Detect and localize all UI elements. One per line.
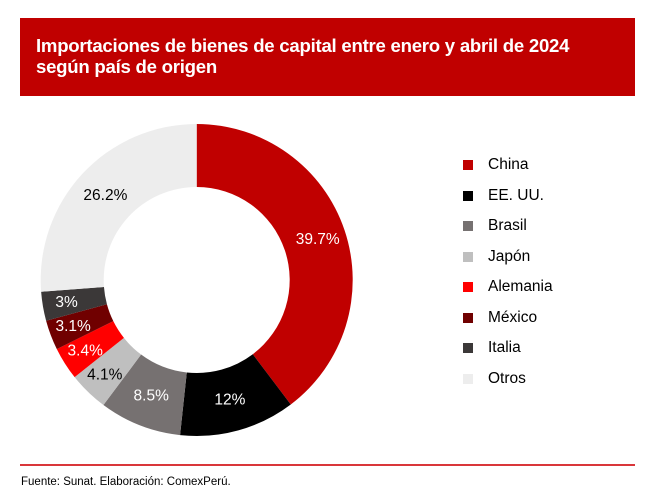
legend-swatch-italia	[463, 343, 473, 353]
legend-swatch-alemania	[463, 282, 473, 292]
slice-label-china: 39.7%	[296, 231, 340, 248]
legend-label-italia: Italia	[488, 339, 521, 356]
slice-label-japon: 4.1%	[87, 366, 123, 383]
donut-slice-italia	[41, 287, 107, 321]
slice-label-alemania: 3.4%	[68, 342, 104, 359]
slice-label-brasil: 8.5%	[134, 387, 170, 404]
chart-title-line-1: Importaciones de bienes de capital entre…	[36, 35, 570, 56]
donut-slice-alemania	[56, 321, 124, 378]
donut-slices	[40, 124, 353, 436]
legend-label-china: China	[488, 156, 529, 173]
donut-slice-labels: 39.7% 12% 8.5% 4.1% 3.4% 3.1% 3% 26.2%	[55, 187, 340, 409]
legend-swatch-otros	[463, 373, 473, 384]
donut-slice-otros	[40, 124, 197, 292]
legend-swatch-ee-uu	[463, 190, 473, 201]
slice-label-ee-uu: 12%	[214, 391, 245, 408]
legend-label-otros: Otros	[488, 369, 526, 387]
footer-divider	[20, 464, 635, 466]
donut-slice-ee-uu	[180, 354, 291, 436]
legend-label-ee-uu: EE. UU.	[488, 186, 544, 204]
legend-label-mexico: México	[488, 308, 538, 326]
donut-slice-brasil	[103, 354, 187, 436]
donut-slice-mexico	[46, 304, 114, 350]
legend-label-alemania: Alemania	[488, 278, 553, 295]
legend-swatch-brasil	[463, 221, 473, 231]
legend-swatch-mexico	[463, 312, 473, 323]
chart-title-line-2: según país de origen	[36, 56, 217, 77]
legend-label-japon: Japón	[488, 247, 531, 265]
donut-slice-china	[196, 124, 353, 405]
source-note: Fuente: Sunat. Elaboración: ComexPerú.	[21, 476, 231, 488]
slice-label-otros: 26.2%	[83, 187, 127, 204]
legend-swatch-china	[463, 160, 473, 170]
slice-label-italia: 3%	[55, 294, 78, 311]
donut-slice-japon	[74, 337, 142, 406]
slice-label-mexico: 3.1%	[55, 318, 91, 335]
legend-swatch-japon	[463, 251, 473, 262]
chart-title-banner: Importaciones de bienes de capital entre…	[20, 18, 635, 96]
legend-label-brasil: Brasil	[488, 217, 527, 234]
